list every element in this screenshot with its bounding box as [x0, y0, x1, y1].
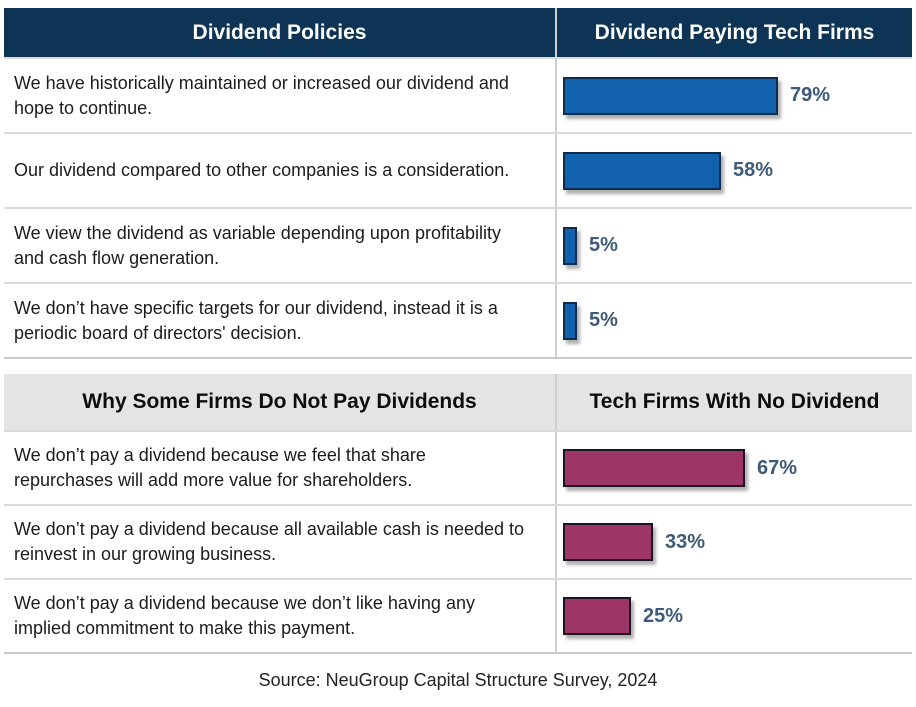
- header-tech-firms-no-dividend: Tech Firms With No Dividend: [557, 374, 912, 430]
- bar-cell: 5%: [557, 284, 912, 357]
- table-row: We don’t have specific targets for our d…: [4, 282, 912, 357]
- value-bar: [563, 301, 577, 340]
- bar-cell: 5%: [557, 209, 912, 282]
- policy-statement: We don’t have specific targets for our d…: [4, 284, 557, 357]
- value-bar: [563, 449, 745, 487]
- value-bar: [563, 151, 721, 190]
- value-bar: [563, 76, 778, 115]
- header-why-no-dividends: Why Some Firms Do Not Pay Dividends: [4, 374, 557, 430]
- value-bar: [563, 523, 653, 561]
- policy-statement: We don’t pay a dividend because all avai…: [4, 506, 557, 578]
- source-caption: Source: NeuGroup Capital Structure Surve…: [258, 670, 658, 690]
- header-dividend-policies: Dividend Policies: [4, 8, 557, 57]
- bar-cell: 58%: [557, 134, 912, 207]
- table-row: Our dividend compared to other companies…: [4, 132, 912, 207]
- bar-value-label: 25%: [643, 604, 684, 627]
- bar-cell: 67%: [557, 432, 912, 504]
- table-row: We have historically maintained or incre…: [4, 57, 912, 132]
- policy-statement: We view the dividend as variable dependi…: [4, 209, 557, 282]
- infographic: Dividend Policies Dividend Paying Tech F…: [4, 8, 912, 690]
- policy-statement: We don’t pay a dividend because we feel …: [4, 432, 557, 504]
- bar-value-label: 5%: [589, 309, 618, 331]
- table-row: We don’t pay a dividend because we feel …: [4, 430, 912, 504]
- no-dividend-table: Why Some Firms Do Not Pay Dividends Tech…: [4, 374, 912, 654]
- policy-statement: Our dividend compared to other companies…: [4, 134, 557, 207]
- bar-value-label: 79%: [790, 84, 831, 106]
- bar-cell: 33%: [557, 506, 912, 578]
- bar-value-label: 58%: [733, 159, 774, 181]
- bar-value-label: 33%: [665, 530, 706, 553]
- value-bar: [563, 597, 631, 635]
- bar-cell: 79%: [557, 59, 912, 132]
- dividend-policies-header-row: Dividend Policies Dividend Paying Tech F…: [4, 8, 912, 57]
- table-row: We view the dividend as variable dependi…: [4, 207, 912, 282]
- policy-statement: We don’t pay a dividend because we don’t…: [4, 580, 557, 652]
- no-dividend-header-row: Why Some Firms Do Not Pay Dividends Tech…: [4, 374, 912, 430]
- bar-value-label: 5%: [589, 234, 618, 256]
- value-bar: [563, 226, 577, 265]
- bar-value-label: 67%: [757, 456, 798, 479]
- header-dividend-paying-tech-firms: Dividend Paying Tech Firms: [557, 8, 912, 57]
- dividend-policies-table: Dividend Policies Dividend Paying Tech F…: [4, 8, 912, 359]
- table-row: We don’t pay a dividend because all avai…: [4, 504, 912, 578]
- policy-statement: We have historically maintained or incre…: [4, 59, 557, 132]
- table-row: We don’t pay a dividend because we don’t…: [4, 578, 912, 652]
- bar-cell: 25%: [557, 580, 912, 652]
